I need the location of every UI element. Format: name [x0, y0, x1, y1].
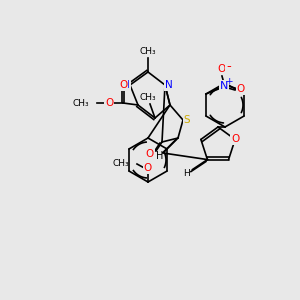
- Text: O: O: [105, 98, 113, 108]
- Text: O: O: [119, 80, 127, 90]
- Text: S: S: [184, 115, 190, 125]
- Text: N: N: [165, 80, 173, 90]
- Text: +: +: [225, 76, 233, 85]
- Text: O: O: [231, 134, 239, 144]
- Text: O: O: [146, 149, 154, 159]
- Text: N: N: [122, 80, 130, 90]
- Text: N: N: [220, 81, 228, 91]
- Text: -: -: [226, 61, 231, 74]
- Text: O: O: [237, 84, 245, 94]
- Text: H: H: [156, 151, 164, 161]
- Text: CH₃: CH₃: [140, 46, 156, 56]
- Text: H: H: [183, 169, 190, 178]
- Text: O: O: [218, 64, 226, 74]
- Text: CH₃: CH₃: [72, 98, 89, 107]
- Text: CH₃: CH₃: [112, 160, 129, 169]
- Text: O: O: [144, 163, 152, 173]
- Text: CH₃: CH₃: [140, 92, 156, 101]
